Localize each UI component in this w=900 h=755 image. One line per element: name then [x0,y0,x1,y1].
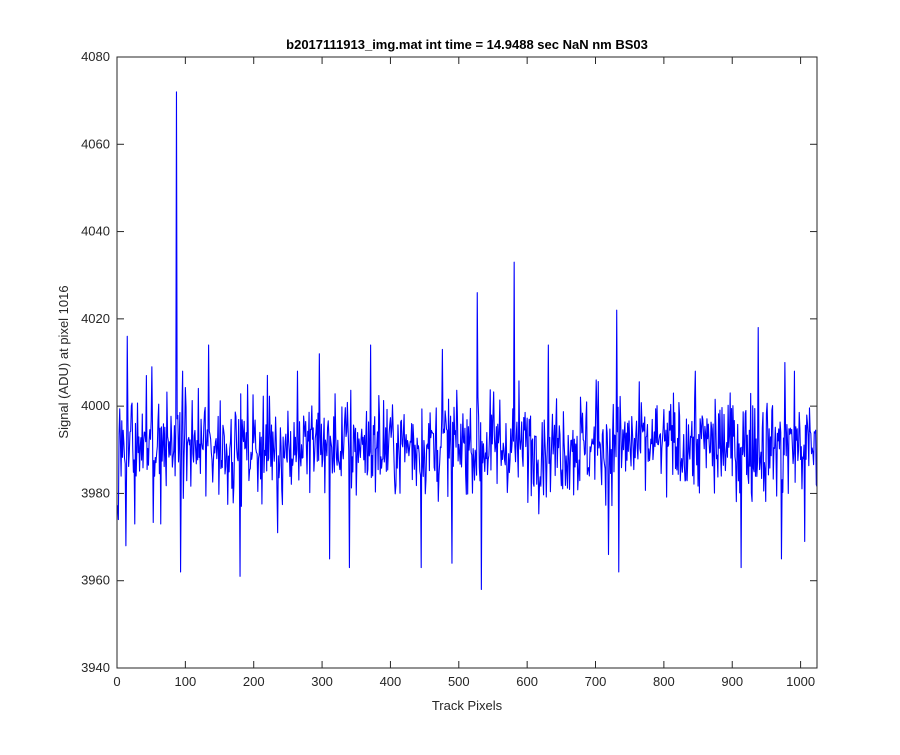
x-tick-label: 100 [175,674,197,689]
y-tick-label: 3940 [81,660,110,675]
series-layer [117,91,818,590]
x-tick-label: 300 [311,674,333,689]
chart-title: b2017111913_img.mat int time = 14.9488 s… [286,37,648,52]
axis-ticks: 0 100 200 300 400 500 600 700 800 900 1000 3940 3960… [81,49,817,689]
x-tick-label: 1000 [786,674,815,689]
signal-series-line [117,91,818,590]
x-tick-label: 200 [243,674,265,689]
y-tick-label: 3960 [81,573,110,588]
y-tick-label: 4080 [81,49,110,64]
x-tick-label: 800 [653,674,675,689]
plot-area [117,57,817,668]
y-tick-label: 4060 [81,136,110,151]
x-tick-label: 500 [448,674,470,689]
x-axis-label: Track Pixels [432,698,503,713]
x-tick-label: 700 [585,674,607,689]
y-tick-label: 4000 [81,398,110,413]
x-tick-label: 900 [721,674,743,689]
y-axis-label: Signal (ADU) at pixel 1016 [56,285,71,438]
x-tick-label: 600 [516,674,538,689]
x-tick-label: 400 [380,674,402,689]
y-tick-label: 3980 [81,485,110,500]
y-tick-label: 4020 [81,311,110,326]
axes-box [116,56,818,669]
y-tick-label: 4040 [81,224,110,239]
x-tick-label: 0 [113,674,120,689]
